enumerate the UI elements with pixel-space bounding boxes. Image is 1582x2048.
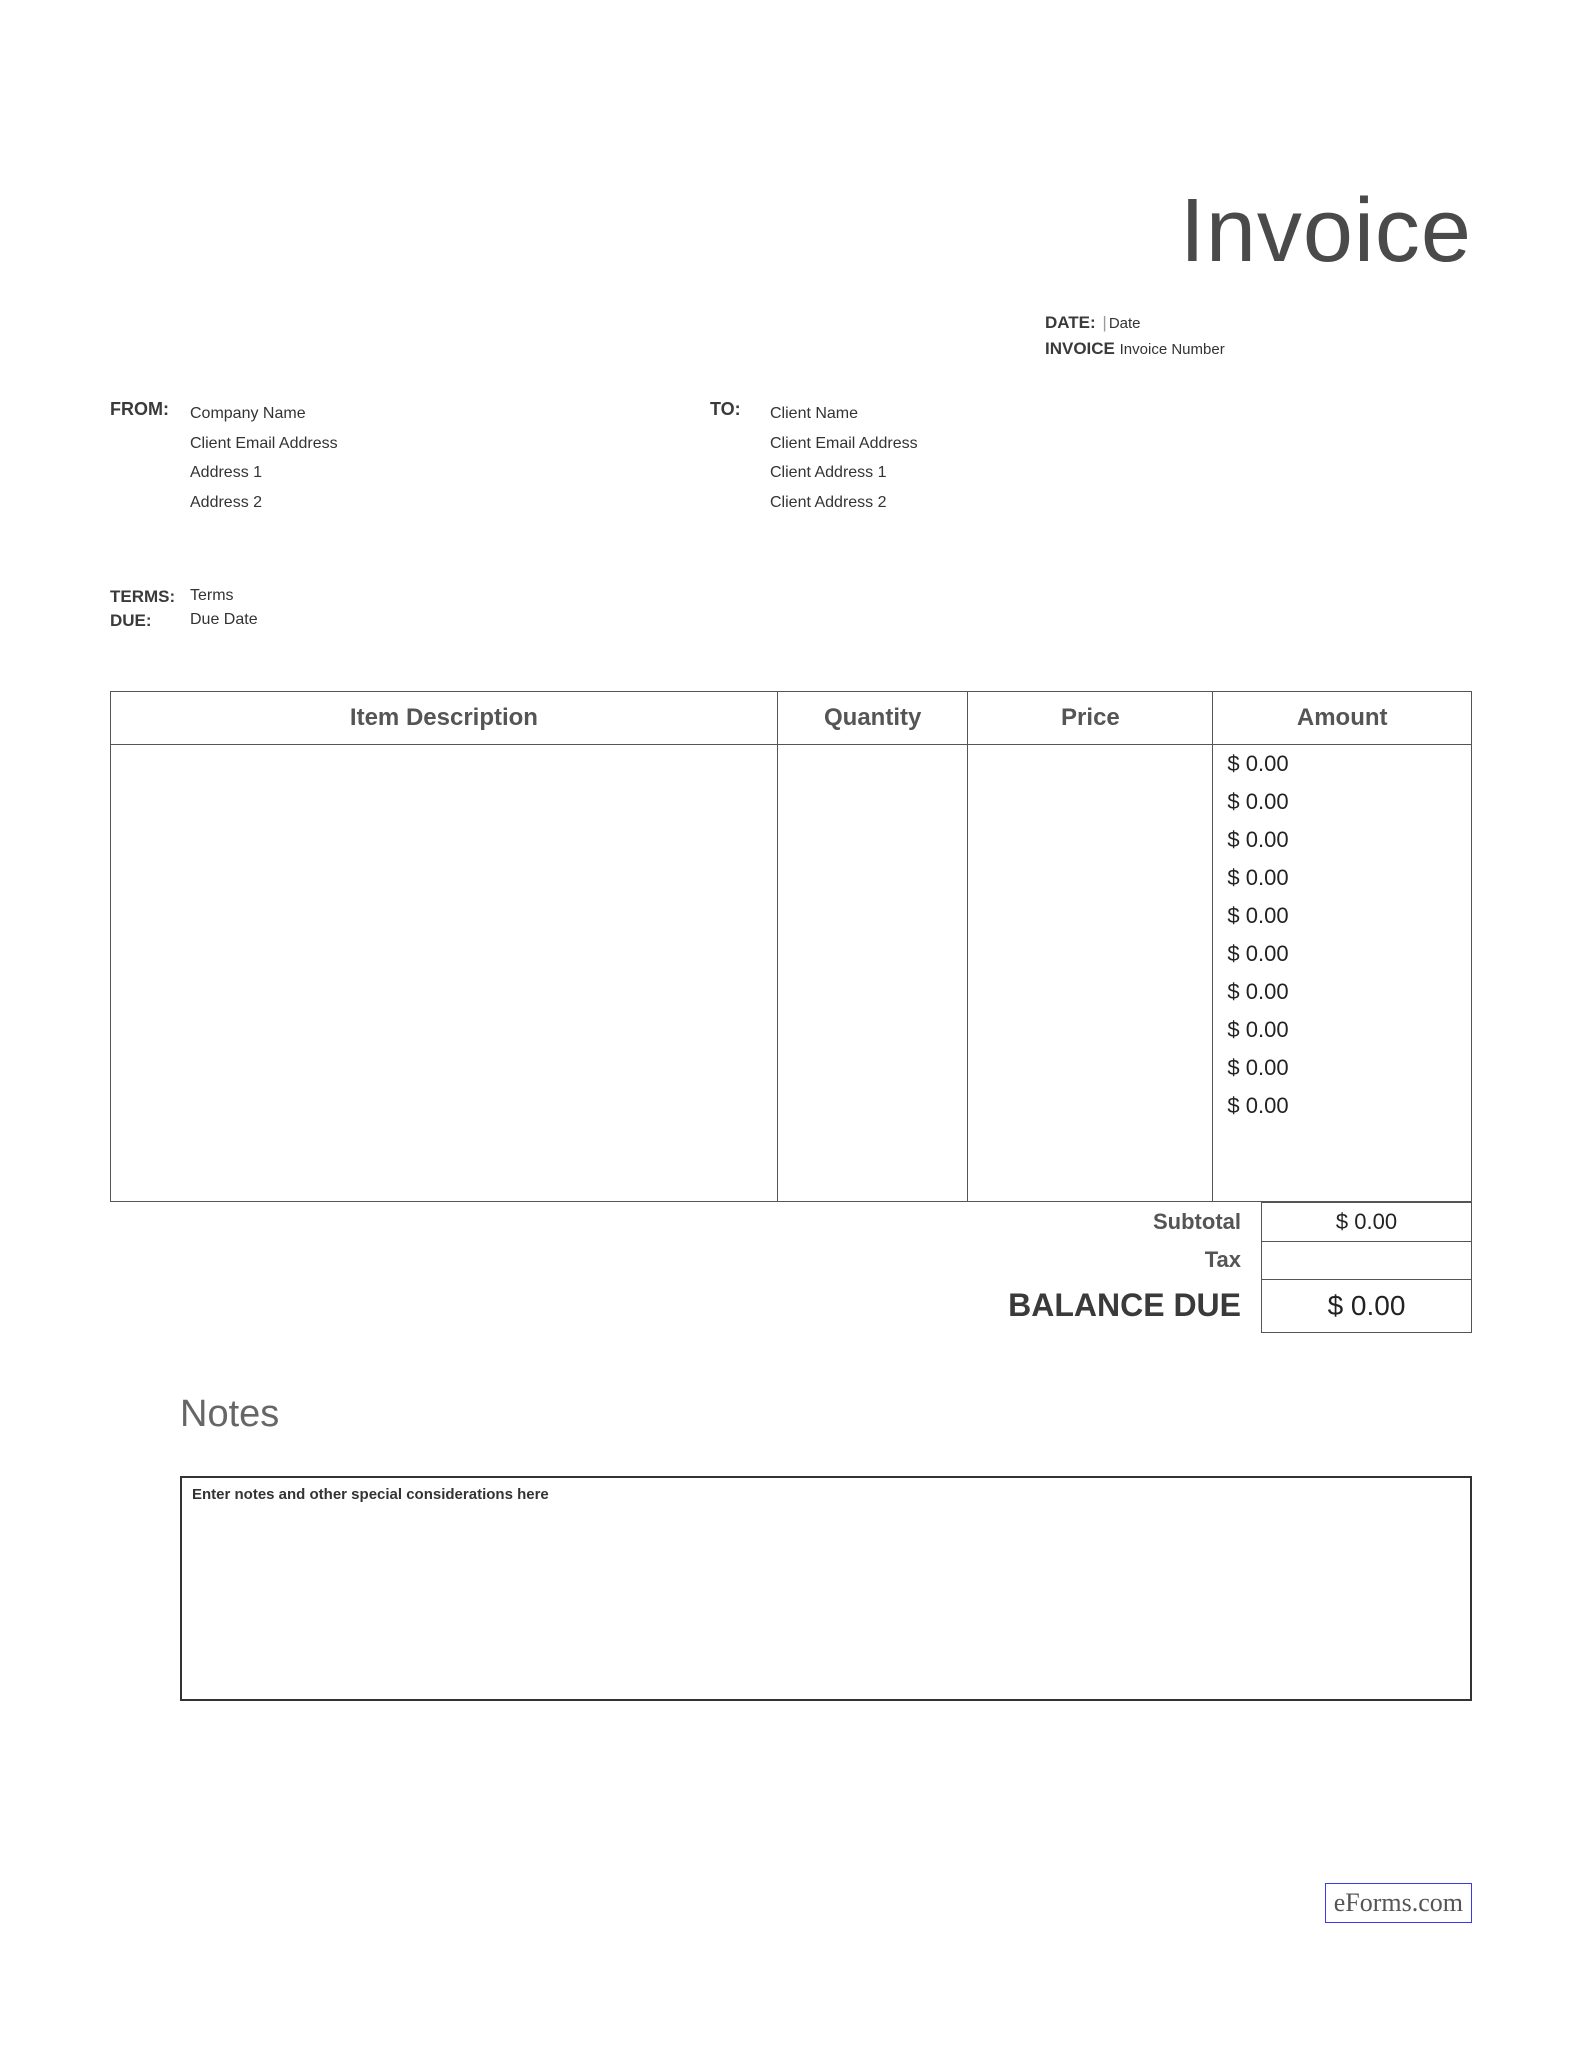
to-address1[interactable]: Client Address 1 — [770, 458, 918, 488]
cell-amount: $ 0.00 — [1213, 859, 1472, 897]
from-block: FROM: Company Name Client Email Address … — [110, 399, 710, 517]
cell-description[interactable] — [111, 897, 778, 935]
cell-description[interactable] — [111, 745, 778, 784]
table-row: $ 0.00 — [111, 1049, 1472, 1087]
cell-quantity[interactable] — [777, 1087, 968, 1125]
date-label: DATE: — [1045, 313, 1096, 332]
notes-input[interactable]: Enter notes and other special considerat… — [180, 1476, 1472, 1701]
cell-quantity[interactable] — [777, 783, 968, 821]
table-row: $ 0.00 — [111, 935, 1472, 973]
cell-amount: $ 0.00 — [1213, 1087, 1472, 1125]
table-row: $ 0.00 — [111, 859, 1472, 897]
cell-description[interactable] — [111, 935, 778, 973]
col-header-quantity: Quantity — [777, 692, 968, 745]
cell-amount: $ 0.00 — [1213, 821, 1472, 859]
invoice-number-value[interactable]: Invoice Number — [1120, 341, 1225, 358]
table-row-empty — [111, 1125, 1472, 1163]
cell-description[interactable] — [111, 973, 778, 1011]
table-row-empty — [111, 1163, 1472, 1201]
from-label: FROM: — [110, 399, 190, 517]
col-header-price: Price — [968, 692, 1213, 745]
tax-label: Tax — [994, 1241, 1261, 1279]
cell-description[interactable] — [111, 859, 778, 897]
cell-description[interactable] — [111, 1011, 778, 1049]
cell-price[interactable] — [968, 1049, 1213, 1087]
terms-value[interactable]: Terms — [190, 587, 234, 607]
cell-price[interactable] — [968, 1011, 1213, 1049]
cell-price[interactable] — [968, 973, 1213, 1011]
terms-block: TERMS: Terms DUE: Due Date — [110, 587, 1472, 631]
from-email[interactable]: Client Email Address — [190, 429, 338, 459]
cell-amount: $ 0.00 — [1213, 1011, 1472, 1049]
cell-price[interactable] — [968, 935, 1213, 973]
cell-price[interactable] — [968, 821, 1213, 859]
col-header-description: Item Description — [111, 692, 778, 745]
subtotal-label: Subtotal — [994, 1202, 1261, 1241]
table-row: $ 0.00 — [111, 745, 1472, 784]
terms-label: TERMS: — [110, 587, 190, 607]
cell-amount: $ 0.00 — [1213, 935, 1472, 973]
totals-block: Subtotal $ 0.00 Tax BALANCE DUE $ 0.00 — [110, 1202, 1472, 1333]
cell-description[interactable] — [111, 1087, 778, 1125]
table-row: $ 0.00 — [111, 1087, 1472, 1125]
footer-link[interactable]: eForms.com — [1325, 1883, 1472, 1923]
to-label: TO: — [710, 399, 770, 517]
due-value[interactable]: Due Date — [190, 611, 258, 631]
notes-section: Notes Enter notes and other special cons… — [180, 1393, 1472, 1701]
cell-price[interactable] — [968, 859, 1213, 897]
table-row: $ 0.00 — [111, 973, 1472, 1011]
balance-due-value: $ 0.00 — [1262, 1279, 1472, 1332]
to-name[interactable]: Client Name — [770, 399, 918, 429]
cell-description[interactable] — [111, 1049, 778, 1087]
from-address1[interactable]: Address 1 — [190, 458, 338, 488]
from-address2[interactable]: Address 2 — [190, 488, 338, 518]
cell-quantity[interactable] — [777, 1049, 968, 1087]
notes-title: Notes — [180, 1393, 1472, 1436]
cell-quantity[interactable] — [777, 897, 968, 935]
to-address2[interactable]: Client Address 2 — [770, 488, 918, 518]
balance-due-label: BALANCE DUE — [994, 1279, 1261, 1332]
cell-price[interactable] — [968, 897, 1213, 935]
cell-quantity[interactable] — [777, 745, 968, 784]
cell-quantity[interactable] — [777, 935, 968, 973]
table-row: $ 0.00 — [111, 821, 1472, 859]
cell-quantity[interactable] — [777, 859, 968, 897]
cell-price[interactable] — [968, 745, 1213, 784]
cell-description[interactable] — [111, 821, 778, 859]
cell-amount: $ 0.00 — [1213, 973, 1472, 1011]
cell-amount: $ 0.00 — [1213, 745, 1472, 784]
to-email[interactable]: Client Email Address — [770, 429, 918, 459]
from-company[interactable]: Company Name — [190, 399, 338, 429]
cell-description[interactable] — [111, 783, 778, 821]
invoice-number-label: INVOICE — [1045, 339, 1115, 358]
invoice-meta: DATE: |Date INVOICE Invoice Number — [1045, 313, 1472, 359]
cell-price[interactable] — [968, 783, 1213, 821]
due-label: DUE: — [110, 611, 190, 631]
cell-price[interactable] — [968, 1087, 1213, 1125]
table-row: $ 0.00 — [111, 1011, 1472, 1049]
table-row: $ 0.00 — [111, 783, 1472, 821]
items-table: Item Description Quantity Price Amount $… — [110, 691, 1472, 1202]
subtotal-value: $ 0.00 — [1262, 1202, 1472, 1241]
cell-amount: $ 0.00 — [1213, 783, 1472, 821]
cursor-indicator: | — [1102, 313, 1106, 332]
table-row: $ 0.00 — [111, 897, 1472, 935]
date-value[interactable]: Date — [1109, 315, 1141, 332]
cell-quantity[interactable] — [777, 1011, 968, 1049]
invoice-title: Invoice — [110, 180, 1472, 283]
col-header-amount: Amount — [1213, 692, 1472, 745]
cell-amount: $ 0.00 — [1213, 897, 1472, 935]
cell-quantity[interactable] — [777, 821, 968, 859]
cell-quantity[interactable] — [777, 973, 968, 1011]
tax-value[interactable] — [1262, 1241, 1472, 1279]
to-block: TO: Client Name Client Email Address Cli… — [710, 399, 918, 517]
cell-amount: $ 0.00 — [1213, 1049, 1472, 1087]
